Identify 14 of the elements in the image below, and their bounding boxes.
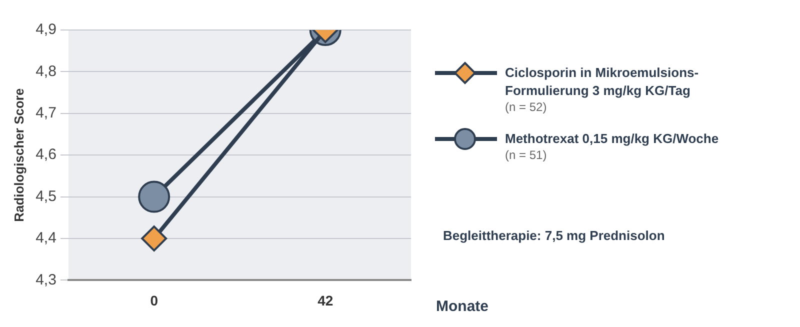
y-tick-label: 4,6 — [36, 146, 56, 164]
y-tick-label: 4,9 — [36, 21, 56, 38]
y-tick-label: 4,8 — [36, 62, 56, 80]
x-tick-label: 0 — [150, 292, 158, 308]
text: Begleittherapie: 7,5 mg Prednisolon — [443, 228, 665, 243]
x-tick-label: 42 — [318, 292, 334, 308]
legend-label: Methotrexat 0,15 mg/kg KG/Woche (n = 51) — [505, 130, 720, 162]
legend-label: Ciclosporin in Mikroemulsions-Formulierung 3 mg/kg KG/Tag (n = 52) — [505, 64, 700, 114]
x-axis-title: Monate — [436, 298, 488, 315]
y-axis-title: Radiologischer Score — [11, 88, 26, 222]
y-tick-label: 4,5 — [36, 188, 56, 205]
y-tick-label: 4,7 — [36, 104, 56, 122]
y-tick-label: 4,3 — [36, 271, 56, 288]
y-tick-label: 4,4 — [36, 230, 56, 247]
